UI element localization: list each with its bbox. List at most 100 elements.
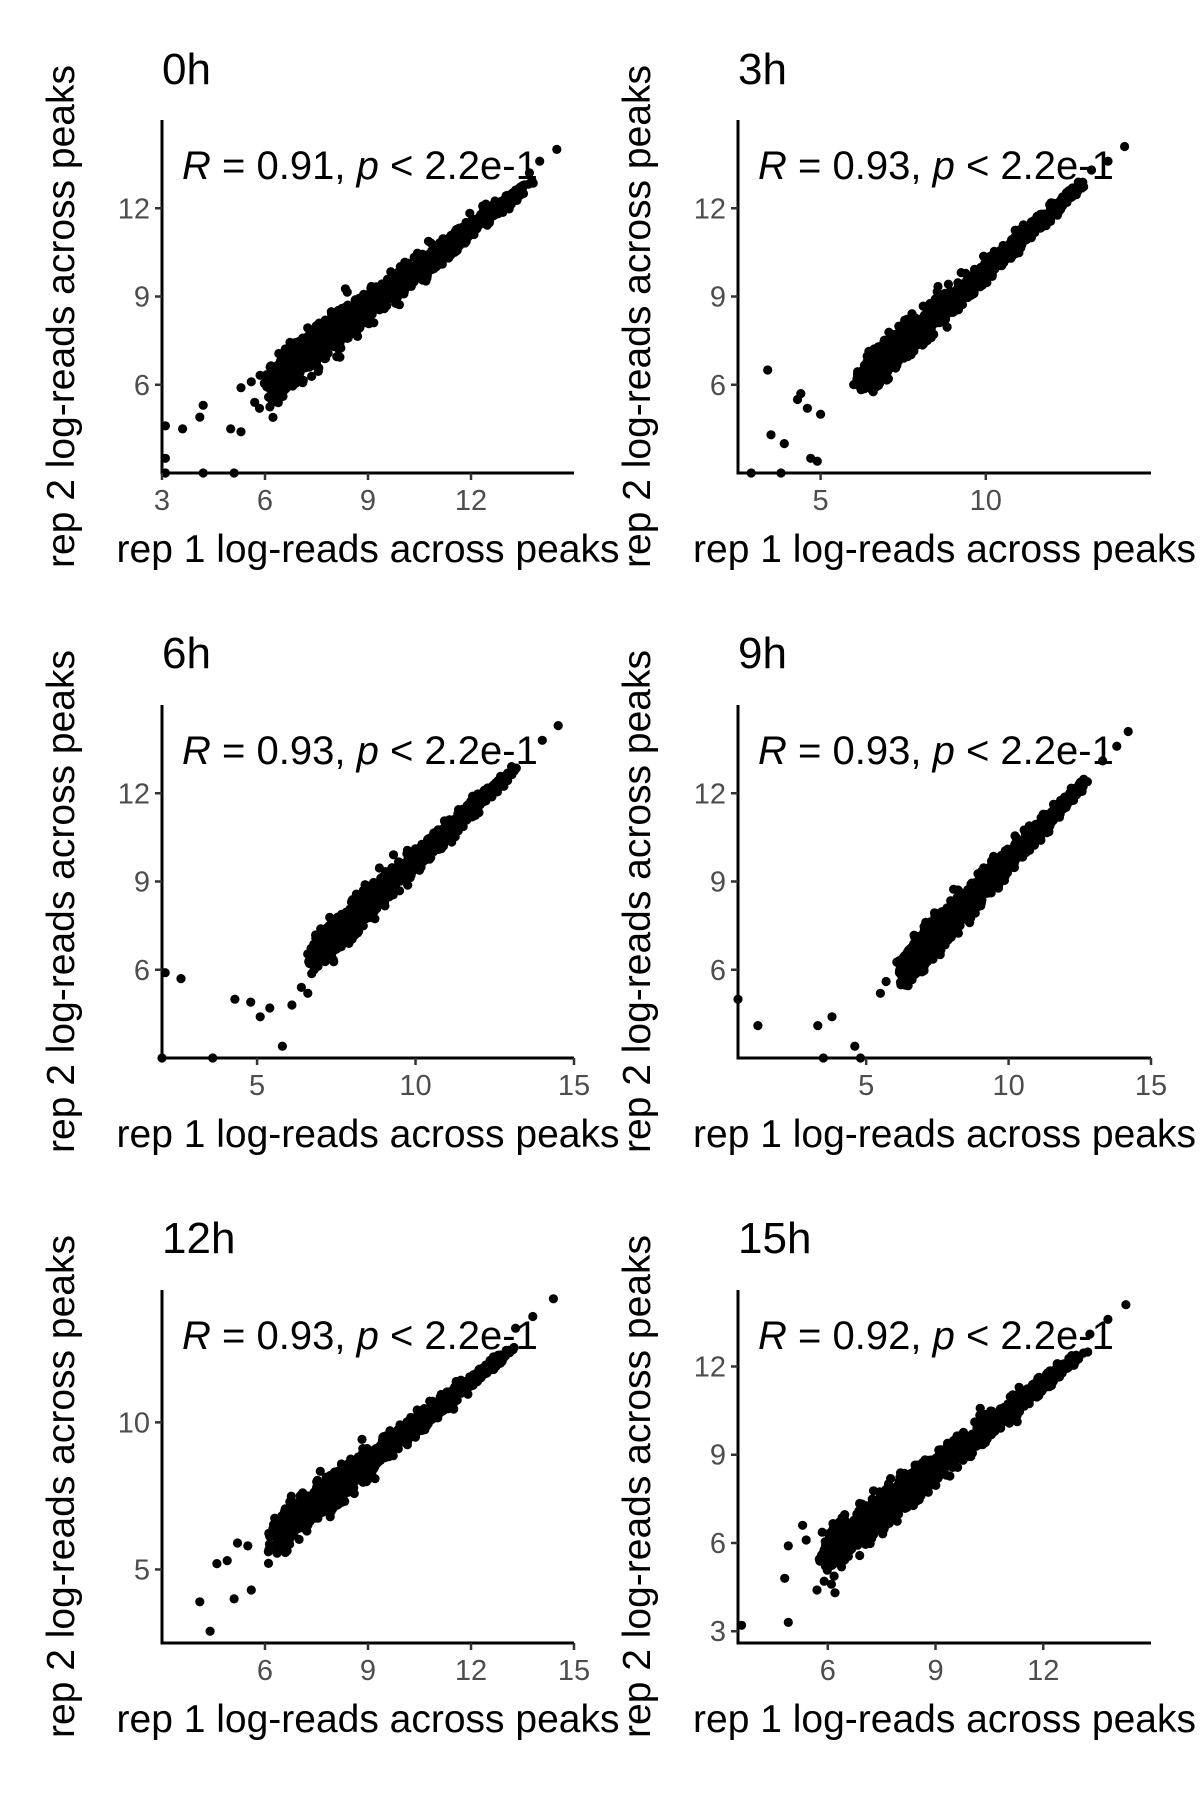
data-point [416, 857, 426, 867]
separator: , [334, 144, 356, 188]
data-point [961, 268, 971, 278]
data-point [433, 839, 443, 849]
outlier-point [226, 424, 236, 434]
data-point [374, 863, 384, 873]
p-less-than: < [955, 144, 1001, 188]
data-point [414, 260, 424, 270]
data-point [934, 306, 945, 316]
outlier-point [236, 427, 246, 437]
data-point [512, 195, 522, 205]
data-point [397, 283, 407, 293]
data-point [303, 323, 313, 333]
data-point [946, 291, 956, 301]
data-point [387, 287, 397, 297]
outlier-point [303, 988, 313, 998]
panel-title: 9h [738, 629, 787, 678]
r-value: 0.93 [832, 144, 910, 188]
data-point [1014, 229, 1024, 239]
data-point [352, 910, 362, 921]
data-point [886, 339, 896, 349]
data-point [307, 371, 317, 381]
data-point [293, 352, 304, 362]
p-value: 2.2e-1 [424, 144, 537, 188]
outlier-point [246, 377, 256, 387]
data-point [304, 956, 314, 967]
data-point [382, 274, 393, 284]
data-point [293, 367, 303, 377]
data-point [364, 881, 374, 891]
p-symbol: p [356, 144, 379, 188]
data-point [336, 335, 346, 345]
data-point [283, 362, 293, 372]
data-point [364, 898, 374, 908]
data-point [516, 185, 526, 195]
separator: , [910, 144, 932, 188]
data-point [489, 204, 499, 214]
x-tick-label: 15 [558, 1070, 590, 1102]
data-point [310, 343, 320, 353]
data-point [380, 901, 390, 911]
data-point [909, 330, 919, 340]
data-point [449, 815, 459, 825]
outlier-point [852, 374, 862, 384]
p-symbol: p [932, 144, 955, 188]
x-tick-label: 6 [257, 485, 273, 517]
data-point [298, 375, 308, 385]
r-equals: = [787, 144, 833, 188]
y-tick-label: 12 [694, 193, 726, 225]
p-value: 2.2e-1 [424, 729, 537, 773]
outlier-point [524, 168, 535, 178]
r-value: 0.93 [256, 729, 334, 773]
data-point [377, 297, 387, 307]
outlier-point [816, 409, 826, 419]
data-point [860, 384, 870, 394]
data-point [1057, 196, 1067, 206]
y-tick-label: 6 [134, 370, 150, 402]
outlier-point [779, 439, 789, 449]
data-point [329, 322, 339, 332]
data-point [895, 333, 905, 343]
data-point [321, 336, 331, 346]
outlier-point [230, 994, 240, 1004]
x-tick-label: 5 [249, 1070, 265, 1102]
panel-title: 0h [162, 45, 211, 94]
y-tick-label: 6 [710, 370, 726, 402]
x-tick-label: 10 [399, 1070, 431, 1102]
data-point [888, 357, 898, 367]
data-point [440, 242, 450, 252]
outlier-point [198, 400, 208, 410]
data-point [355, 901, 366, 912]
data-point [398, 270, 409, 280]
data-point [465, 227, 475, 238]
data-point [918, 301, 928, 311]
data-point [276, 364, 286, 374]
data-point [528, 178, 538, 188]
data-point [497, 772, 507, 782]
data-point [376, 873, 386, 883]
data-point [391, 273, 402, 283]
data-point [943, 279, 954, 289]
data-point [437, 259, 447, 269]
p-less-than: < [379, 729, 425, 773]
data-point [933, 281, 943, 292]
data-point [361, 318, 371, 328]
data-point [984, 252, 995, 262]
data-point [386, 267, 396, 277]
data-point [999, 246, 1009, 256]
outlier-point [537, 735, 547, 745]
x-tick-label: 9 [360, 485, 376, 517]
outlier-point [552, 144, 562, 154]
data-point [478, 213, 488, 223]
data-point [359, 289, 369, 299]
y-axis-title: rep 2 log-reads across peaks [40, 650, 83, 1153]
data-point [306, 354, 316, 364]
data-point [335, 922, 346, 932]
x-tick-label: 3 [154, 485, 170, 517]
data-point [270, 397, 280, 407]
outlier-point [796, 389, 806, 399]
outlier-point [236, 383, 246, 393]
data-point [991, 262, 1001, 272]
data-point [424, 252, 435, 262]
r-symbol: R [758, 144, 787, 188]
